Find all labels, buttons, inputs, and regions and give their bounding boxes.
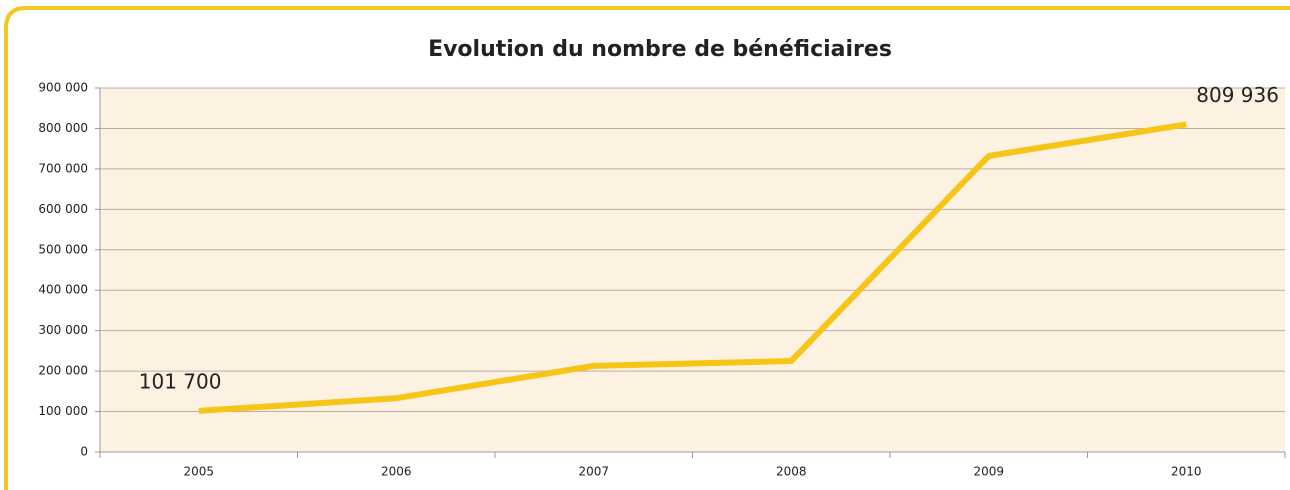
y-tick-label: 300 000 (38, 323, 88, 337)
value-label: 101 700 (139, 369, 222, 393)
x-tick-label: 2008 (776, 465, 807, 479)
chart-title: Evolution du nombre de bénéficiaires (428, 37, 892, 62)
frame (4, 6, 1290, 490)
y-tick-label: 500 000 (38, 242, 88, 256)
value-label: 809 936 (1196, 83, 1279, 107)
data-line (198, 121, 1187, 414)
x-tick-label: 2005 (183, 465, 214, 479)
y-tick-label: 800 000 (38, 121, 88, 135)
y-tick-label: 200 000 (38, 364, 88, 378)
x-tick-label: 2010 (1171, 465, 1202, 479)
x-tick-label: 2007 (578, 465, 609, 479)
y-tick-label: 100 000 (38, 404, 88, 418)
y-tick-label: 700 000 (38, 161, 88, 175)
y-tick-label: 0 (80, 445, 88, 459)
x-tick-label: 2009 (973, 465, 1004, 479)
y-tick-label: 600 000 (38, 202, 88, 216)
x-tick-label: 2006 (381, 465, 412, 479)
y-tick-label: 400 000 (38, 283, 88, 297)
plot-area (100, 88, 1285, 452)
y-tick-label: 900 000 (38, 81, 88, 95)
